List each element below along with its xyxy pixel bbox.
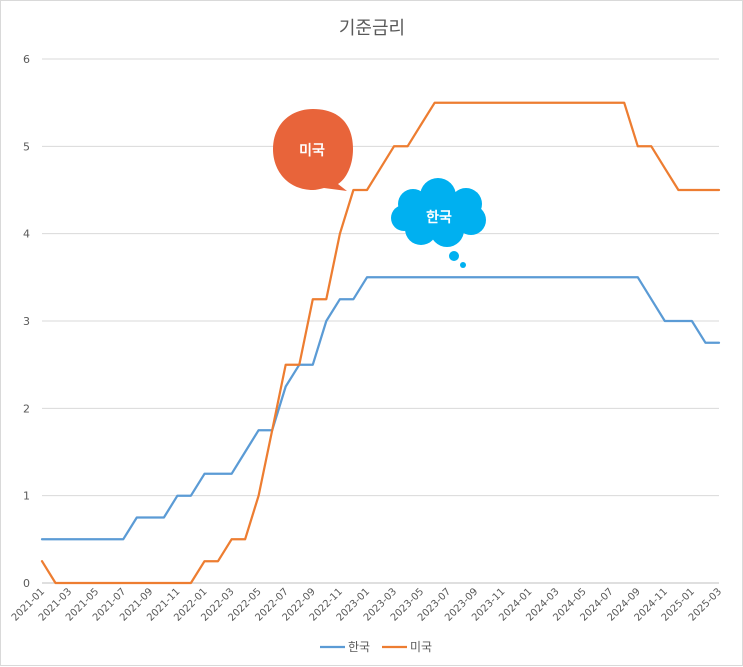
cloud-dot [449, 251, 459, 261]
us-callout-bubble: 미국 [273, 109, 353, 191]
cloud-core [409, 197, 469, 233]
series-line-korea [40, 276, 721, 541]
y-tick-label: 0 [23, 577, 30, 590]
speech-bubble-shape [273, 109, 353, 191]
y-tick-label: 2 [23, 402, 30, 415]
series-line-us [40, 101, 721, 585]
y-tick-label: 5 [23, 140, 30, 153]
y-axis-ticks: 0 1 2 3 4 5 6 [23, 53, 30, 590]
grid-lines [42, 58, 719, 497]
series-lines [40, 101, 721, 585]
chart-title: 기준금리 [339, 18, 405, 39]
legend-label-us: 미국 [410, 640, 432, 654]
kr-callout-label: 한국 [426, 210, 452, 226]
us-callout-label: 미국 [299, 143, 325, 159]
kr-callout-cloud: 한국 [391, 178, 486, 268]
y-tick-label: 6 [23, 53, 30, 66]
legend-label-korea: 한국 [348, 640, 370, 654]
cloud-dot [460, 262, 466, 268]
y-tick-label: 1 [23, 490, 30, 503]
legend: 한국 미국 [320, 640, 432, 654]
x-axis-ticks: 2021-012021-032021-052021-072021-092021-… [10, 586, 724, 623]
y-tick-label: 4 [23, 228, 30, 241]
y-tick-label: 3 [23, 315, 30, 328]
